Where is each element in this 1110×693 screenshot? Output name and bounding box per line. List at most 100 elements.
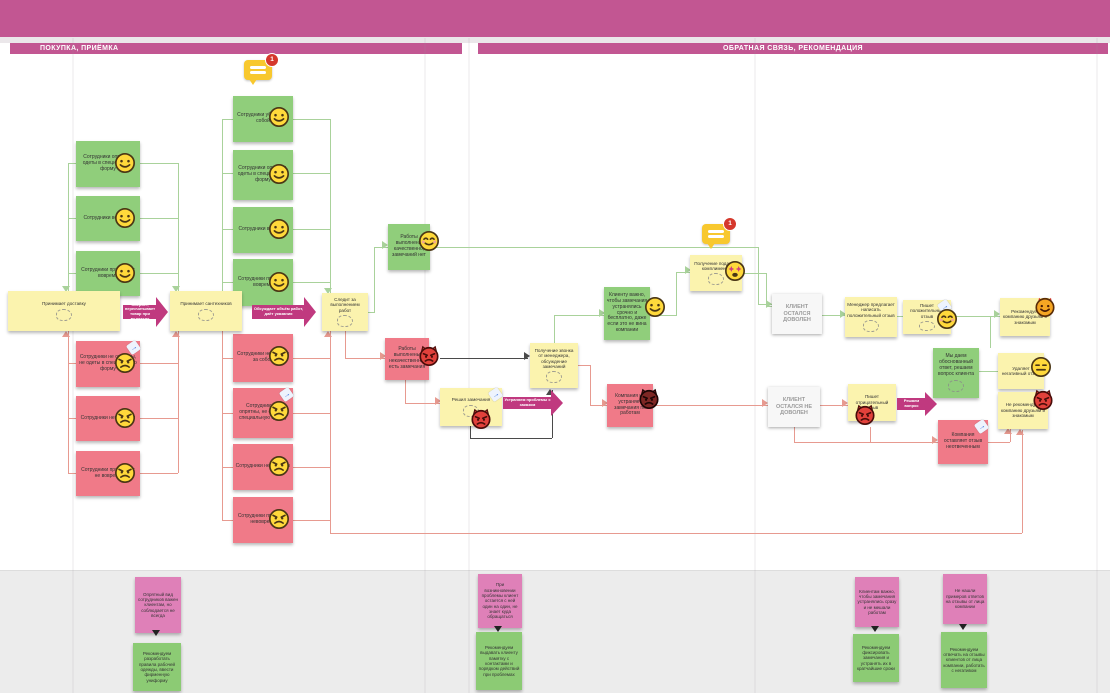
connector-arrowhead: [324, 288, 332, 294]
connector-arrowhead: [524, 352, 530, 360]
comment-bubble-icon[interactable]: 1: [702, 217, 737, 249]
smile-emoji-icon[interactable]: [114, 262, 136, 284]
note-staff-not-cleaned[interactable]: Сотрудники не убрали за собой: [233, 334, 293, 382]
comment-bubble-icon[interactable]: 1: [244, 53, 279, 85]
smile-emoji-icon[interactable]: [268, 271, 290, 293]
connector-line: [178, 163, 179, 291]
rec1-problem[interactable]: Опрятный вид сотрудников важен клиентам,…: [135, 577, 181, 633]
rec4-problem[interactable]: Не нашли примеров ответов на отзывы от л…: [943, 574, 987, 624]
connector-line: [794, 442, 938, 443]
angry-emoji-icon[interactable]: [114, 462, 136, 484]
stage-watch-work-label: Следит за выполнением работ: [330, 296, 360, 313]
rage_dark-emoji-icon[interactable]: [638, 388, 660, 410]
smile-emoji-icon[interactable]: [268, 106, 290, 128]
connector-line: [554, 315, 555, 343]
rec1-solution[interactable]: Рекомендуем разработать правила рабочей …: [133, 643, 181, 691]
stage-manager-call[interactable]: Получение звонка от менеджера, обсуждени…: [530, 343, 578, 388]
arrow-fix-problems[interactable]: Устраняем проблемы с заказом: [503, 390, 563, 416]
down-arrow-icon: [494, 626, 502, 632]
column-separator: [754, 38, 756, 693]
relieved-emoji-icon[interactable]: [936, 308, 958, 330]
arrow-head: [925, 392, 937, 416]
stage-accept-delivery[interactable]: Принимает доставку: [8, 291, 120, 331]
connector-line: [330, 533, 1022, 534]
connector-line: [676, 272, 677, 316]
connector-arrowhead: [602, 399, 608, 407]
column-separator: [468, 38, 470, 693]
rec2-solution[interactable]: Рекомендуем выдавать клиенту памятку с к…: [476, 632, 522, 690]
box-client-unsatisfied[interactable]: КЛИЕНТ ОСТАЛСЯ НЕ ДОВОЛЕН: [768, 387, 820, 427]
neutral-emoji-icon[interactable]: [1030, 356, 1052, 378]
connector-line: [374, 247, 375, 313]
rage-emoji-icon[interactable]: [470, 408, 492, 430]
rec4-solution[interactable]: Рекомендуем отвечать на отзывы клиентов …: [941, 632, 987, 688]
imp-emoji-icon[interactable]: [1034, 296, 1056, 318]
angry-emoji-icon[interactable]: [268, 508, 290, 530]
bubble-tail: [249, 79, 257, 85]
connector-line: [222, 282, 233, 283]
note-review-unanswered[interactable]: Компания оставляет отзыв неотвеченным →: [938, 418, 990, 464]
rec2-problem[interactable]: При возникновении проблемы клиент остает…: [478, 574, 522, 628]
rage-emoji-icon[interactable]: [1032, 389, 1054, 411]
rec3-problem[interactable]: Клиентам важно, чтобы замечания устранял…: [855, 577, 899, 627]
angry-emoji-icon[interactable]: [268, 455, 290, 477]
box-client-satisfied[interactable]: КЛИЕНТ ОСТАЛСЯ ДОВОЛЕН: [772, 294, 822, 334]
stage-manager-asks-review[interactable]: Менеджер предлагает написать положительн…: [845, 297, 897, 337]
connector-arrowhead: [435, 397, 441, 405]
arrow-check-goods[interactable]: Сверяет, пересчитывает товар при водител…: [123, 297, 168, 327]
smile-emoji-icon[interactable]: [268, 163, 290, 185]
connector-line: [660, 315, 676, 316]
connector-line: [653, 405, 768, 406]
note-work-good-label: Работы выполнены качественно, замечаний …: [392, 234, 426, 258]
connector-line: [284, 413, 330, 414]
arrow-solve-question[interactable]: Решаем вопрос: [897, 392, 937, 416]
smile-emoji-icon[interactable]: [644, 296, 666, 318]
angry-emoji-icon[interactable]: [114, 407, 136, 429]
rage-emoji-icon[interactable]: [418, 345, 440, 367]
connector-line: [139, 163, 178, 164]
note-staff-cleaned-up-label: Сотрудники убрали за собой: [237, 112, 289, 124]
connector-line: [676, 272, 690, 273]
relieved-emoji-icon[interactable]: [418, 230, 440, 252]
sketch-doodle-icon: [198, 308, 214, 321]
stage-resolved-remarks[interactable]: Решил замечания →: [440, 386, 504, 426]
connector-line: [990, 317, 991, 348]
rage-emoji-icon[interactable]: [854, 404, 876, 426]
note-fix-fast-free[interactable]: Клиенту важно, чтобы замечания устраняли…: [604, 287, 650, 340]
angry-emoji-icon[interactable]: [114, 352, 136, 374]
angry-emoji-icon[interactable]: [268, 400, 290, 422]
connector-arrowhead: [762, 399, 768, 407]
smile-emoji-icon[interactable]: [114, 152, 136, 174]
connector-arrowhead: [380, 352, 386, 360]
stage-resolved-remarks-label: Решил замечания: [451, 397, 491, 403]
sketch-doodle-icon: [546, 371, 562, 384]
smile-emoji-icon[interactable]: [114, 207, 136, 229]
arrow-fix-problems-label: Устраняем проблемы с заказом: [504, 397, 551, 407]
connector-line: [222, 229, 233, 230]
note-review-unanswered-label: Компания оставляет отзыв неотвеченным: [943, 432, 983, 450]
note-staff-arrived-late-label: Сотрудники приехали невовремя: [237, 513, 289, 525]
note-staff-neat-2-label: Сотрудники опрятны, одеты в специальную …: [237, 165, 289, 183]
note-reasoned-answer[interactable]: Мы даем обоснованный ответ, решаем вопро…: [933, 348, 979, 398]
note-staff-polite-2[interactable]: Сотрудники вежливы: [233, 207, 293, 253]
angry-emoji-icon[interactable]: [268, 345, 290, 367]
rec3-solution[interactable]: Рекомендуем фиксировать замечания и устр…: [853, 634, 899, 682]
box-client-satisfied-label: КЛИЕНТ ОСТАЛСЯ ДОВОЛЕН: [783, 304, 811, 324]
column-separator: [72, 38, 74, 693]
rec4-problem-label: Не нашли примеров ответов на отзывы от л…: [945, 588, 985, 610]
section-purchase-label: ПОКУПКА, ПРИЁМКА: [40, 45, 119, 52]
note-work-bad[interactable]: Работы выполнены некачественно, есть зам…: [385, 338, 429, 380]
connector-line: [68, 473, 77, 474]
stage-accept-plumbers[interactable]: Принимает сантехников: [170, 291, 242, 331]
stage-watch-work[interactable]: Следит за выполнением работ: [322, 293, 368, 331]
connector-line: [139, 273, 178, 274]
smile-emoji-icon[interactable]: [268, 218, 290, 240]
note-staff-arrived-late[interactable]: Сотрудники приехали невовремя: [233, 497, 293, 543]
star-emoji-icon[interactable]: [724, 260, 746, 282]
connector-line: [374, 247, 388, 248]
connector-line: [368, 312, 375, 313]
connector-arrowhead: [546, 389, 554, 395]
link-arrow-icon[interactable]: →: [973, 418, 990, 435]
arrow-discuss-work[interactable]: Обсуждает объём работ, даёт указания: [252, 297, 316, 327]
connector-line: [284, 520, 330, 521]
